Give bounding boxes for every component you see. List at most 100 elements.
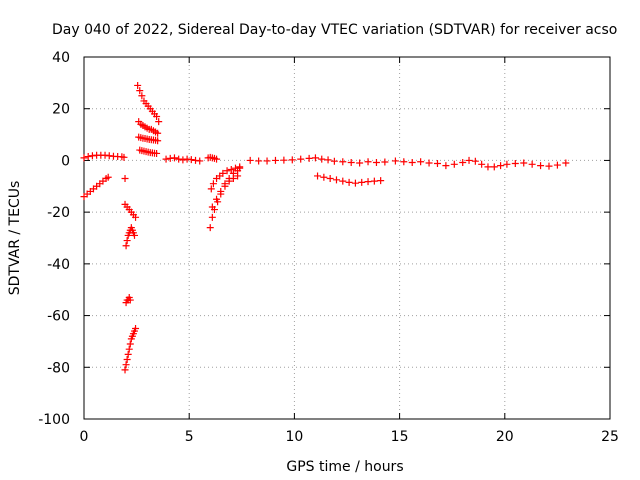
y-tick-label: 0 [61,153,70,169]
y-tick-label: 20 [52,102,70,118]
data-point [208,213,216,221]
data-point [154,137,162,145]
data-point [229,169,237,177]
data-point [217,187,225,195]
y-tick-label: 40 [52,50,70,66]
data-point [219,169,227,177]
data-point [155,118,163,126]
series-arc-f [121,200,140,221]
data-point [206,224,214,232]
data-point [122,242,130,250]
series-arc-c [121,325,140,374]
data-point [130,231,138,239]
data-point [450,160,458,168]
data-point [497,162,505,170]
data-point [162,155,170,163]
data-point [400,158,408,166]
data-point [351,179,359,187]
series-arc-d [122,293,134,307]
series-arc-h [134,81,163,126]
data-point [213,195,221,203]
data-point [408,158,416,166]
data-point [324,156,332,164]
data-point [339,177,347,185]
data-points [80,81,570,374]
axis-ticks: 0 5 10 15 20 25 -100 -80 -60 -40 -20 0 20 40 [38,50,619,445]
data-point [465,156,473,164]
data-point [208,203,216,211]
data-point [153,149,161,157]
series-arc-n [206,172,242,232]
data-point [263,157,271,165]
data-point [124,350,132,358]
data-point [545,162,553,170]
x-tick-label: 25 [601,429,619,445]
x-tick-label: 0 [80,429,89,445]
data-point [125,345,133,353]
data-point [236,164,244,172]
y-tick-label: -100 [38,412,70,428]
y-axis-title: SDTVAR / TECUs [7,181,23,296]
data-point [123,356,131,364]
series-arc-o [207,163,244,193]
data-point [471,157,479,165]
series-arc-p [208,164,244,211]
data-point [209,180,217,188]
data-point [280,156,288,164]
data-point [136,87,144,95]
data-point [478,160,486,168]
data-point [490,163,498,171]
data-point [132,325,140,332]
data-point [179,156,187,164]
data-point [553,161,561,169]
data-point [417,158,425,166]
data-point [126,340,134,348]
series-arc-s [391,156,492,171]
series-arc-i [135,118,162,137]
data-point [345,178,353,186]
data-point [221,180,229,188]
series-arc-t [490,159,570,171]
data-point [318,155,326,163]
data-point [311,154,319,162]
x-tick-label: 15 [391,429,409,445]
data-point [123,237,131,245]
data-point [225,175,233,183]
data-point [370,177,378,185]
plot-frame [83,56,611,420]
data-point [562,159,570,167]
series-arc-r [314,172,385,187]
y-tick-label: -20 [47,205,70,221]
data-point [246,156,254,164]
y-tick-label: -40 [47,257,70,273]
data-point [134,81,142,89]
data-point [255,157,263,165]
series-arc-e [122,224,138,250]
data-point [138,92,146,100]
data-point [326,175,334,183]
data-point [520,159,528,167]
data-point [511,160,519,168]
data-point [356,159,364,167]
x-tick-label: 20 [496,429,514,445]
data-point [364,178,372,186]
x-axis-title: GPS time / hours [286,459,403,475]
data-point [120,153,128,161]
series-arc-l [162,154,204,165]
data-point [271,156,279,164]
series-arc-k [136,146,161,157]
series-arc-a [80,151,128,162]
chart-title: Day 040 of 2022, Sidereal Day-to-day VTE… [52,22,617,38]
data-point [528,160,536,168]
x-tick-label: 5 [185,429,194,445]
series-arc-m [204,153,221,163]
series-arc-b [80,173,112,201]
data-point [358,178,366,186]
data-point [196,157,204,165]
series-arc-j [135,133,162,145]
data-point [121,175,129,183]
x-tick-label: 10 [285,429,303,445]
data-point [377,177,385,185]
data-point [459,158,467,166]
